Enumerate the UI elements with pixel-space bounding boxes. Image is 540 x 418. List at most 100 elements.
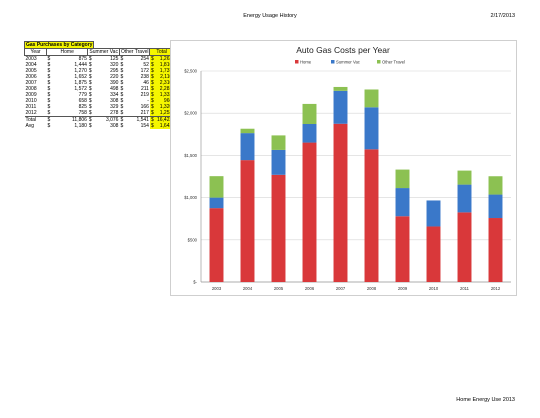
x-tick-label: 2008 <box>367 286 377 291</box>
currency-symbol: $ <box>88 86 92 92</box>
gas-purchases-table: Gas Purchases by Category Year Home Summer … <box>23 41 174 129</box>
table-row: 2006 $1,652 $220 $238 $2,110 <box>25 74 174 80</box>
y-tick-label: $1,000 <box>184 195 197 200</box>
x-tick-label: 2007 <box>336 286 346 291</box>
x-tick-label: 2004 <box>243 286 253 291</box>
currency-symbol: $ <box>88 92 92 98</box>
page-header-title: Energy Usage History <box>243 13 297 19</box>
currency-symbol: $ <box>120 98 124 104</box>
currency-symbol: $ <box>120 80 124 86</box>
cell-total: 2,110 <box>155 74 174 80</box>
cell-total: 1,320 <box>155 104 174 110</box>
cell-total: 2,310 <box>155 80 174 86</box>
row-label: 2003 <box>25 56 37 62</box>
table-row: 2009 $779 $334 $219 $1,332 <box>25 92 174 98</box>
table-row: 2008 $1,572 $498 $211 $2,281 <box>25 86 174 92</box>
currency-symbol: $ <box>47 86 51 92</box>
bar-segment <box>271 149 286 175</box>
currency-symbol: $ <box>88 110 92 116</box>
bar-segment <box>333 90 348 124</box>
cell-home: 1,875 <box>74 80 87 86</box>
bar-segment <box>395 188 410 217</box>
table-row: 2011 $825 $329 $166 $1,320 <box>25 104 174 110</box>
page-footer: Home Energy Use 2013 <box>456 397 515 403</box>
cell-other: 219 <box>140 92 149 98</box>
bar-segment <box>364 149 379 282</box>
cell-summer: 308 <box>110 98 119 104</box>
y-tick-label: $- <box>193 280 197 285</box>
table-row: 2010 $658 $308 $ - $966 <box>25 98 174 104</box>
cell-total: 1,253 <box>155 110 174 117</box>
currency-symbol: $ <box>47 74 51 80</box>
column-header: Year <box>24 48 47 56</box>
cell-total: 1,332 <box>155 92 174 98</box>
currency-symbol: $ <box>149 123 156 129</box>
bar-segment <box>209 208 224 282</box>
cell-other: 1,541 <box>125 116 150 123</box>
bar-segment <box>488 176 503 195</box>
bar-segment <box>488 194 503 219</box>
bar-segment <box>333 123 348 282</box>
currency-symbol: $ <box>119 116 126 123</box>
row-label: Total <box>24 116 47 123</box>
currency-symbol: $ <box>149 62 156 68</box>
currency-symbol: $ <box>149 98 156 104</box>
currency-symbol: $ <box>88 68 92 74</box>
cell-total: 1,737 <box>155 68 174 74</box>
cell-other: 217 <box>140 110 149 116</box>
cell-other: 211 <box>140 86 149 92</box>
bar-segment <box>457 170 472 185</box>
row-label: Avg <box>25 123 35 129</box>
row-label: 2010 <box>25 98 37 104</box>
legend-label: Other Travel <box>382 60 405 65</box>
cell-other: 172 <box>140 68 149 74</box>
column-header: Summer Vac <box>87 48 120 56</box>
row-label: 2006 <box>25 74 37 80</box>
cell-home: 758 <box>78 110 87 116</box>
currency-symbol: $ <box>47 62 51 68</box>
bar-segment <box>364 89 379 108</box>
currency-symbol: $ <box>149 116 156 123</box>
chart-frame: Auto Gas Costs per Year Home Summer Vac Oth… <box>170 40 517 296</box>
currency-symbol: $ <box>47 68 51 74</box>
currency-symbol: $ <box>88 98 92 104</box>
chart-title: Auto Gas Costs per Year <box>296 45 390 55</box>
currency-symbol: $ <box>46 116 53 123</box>
cell-total: 1,642 <box>155 123 174 129</box>
legend-swatch <box>295 60 299 64</box>
currency-symbol: $ <box>120 62 124 68</box>
cell-home: 11,806 <box>52 116 88 123</box>
cell-home: 825 <box>78 104 87 110</box>
cell-total: 2,281 <box>155 86 174 92</box>
bar-segment <box>209 176 224 198</box>
currency-symbol: $ <box>47 104 51 110</box>
cell-summer: 125 <box>110 56 119 62</box>
cell-total: 966 <box>155 98 174 104</box>
cell-summer: 3,076 <box>93 116 120 123</box>
currency-symbol: $ <box>88 123 92 129</box>
currency-symbol: $ <box>47 110 51 116</box>
row-label: 2004 <box>25 62 37 68</box>
currency-symbol: $ <box>87 116 94 123</box>
legend-label: Home <box>300 60 312 65</box>
table-title-row: Gas Purchases by Category <box>23 41 174 49</box>
x-tick-label: 2005 <box>274 286 284 291</box>
table-row: 2012 $758 $278 $217 $1,253 <box>25 110 174 117</box>
bar-segment <box>457 184 472 213</box>
currency-symbol: $ <box>120 86 124 92</box>
bar-segment <box>395 169 410 189</box>
cell-summer: 278 <box>110 110 119 116</box>
currency-symbol: $ <box>88 104 92 110</box>
table-total-row: Total $11,806 $3,076 $1,541 $16,422 <box>24 116 174 123</box>
table-title: Gas Purchases by Category <box>23 41 95 49</box>
cell-home: 779 <box>78 92 87 98</box>
currency-symbol: $ <box>149 86 156 92</box>
bar-segment <box>302 103 317 125</box>
currency-symbol: $ <box>149 110 156 117</box>
x-tick-label: 2009 <box>398 286 408 291</box>
cell-summer: 334 <box>110 92 119 98</box>
cell-other: - <box>147 98 149 104</box>
cell-home: 1,444 <box>74 62 87 68</box>
currency-symbol: $ <box>149 104 156 110</box>
cell-home: 1,180 <box>74 123 87 129</box>
